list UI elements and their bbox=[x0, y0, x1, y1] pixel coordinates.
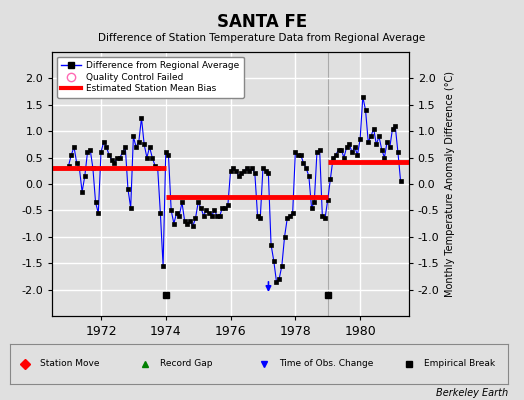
Difference from Regional Average bbox=[68, 152, 74, 157]
Y-axis label: Monthly Temperature Anomaly Difference (°C): Monthly Temperature Anomaly Difference (… bbox=[445, 71, 455, 297]
Estimated Station Mean Bias bbox=[49, 166, 56, 170]
Difference from Regional Average bbox=[87, 147, 93, 152]
Legend: Difference from Regional Average, Quality Control Failed, Estimated Station Mean: Difference from Regional Average, Qualit… bbox=[57, 56, 244, 98]
Text: Empirical Break: Empirical Break bbox=[423, 360, 495, 368]
Estimated Station Mean Bias bbox=[162, 166, 169, 170]
Difference from Regional Average bbox=[127, 205, 134, 210]
Difference from Regional Average bbox=[274, 279, 280, 284]
Text: Record Gap: Record Gap bbox=[160, 360, 212, 368]
Text: Time of Obs. Change: Time of Obs. Change bbox=[279, 360, 374, 368]
Difference from Regional Average bbox=[66, 163, 72, 168]
Text: Difference of Station Temperature Data from Regional Average: Difference of Station Temperature Data f… bbox=[99, 33, 425, 43]
Text: Berkeley Earth: Berkeley Earth bbox=[436, 388, 508, 398]
Difference from Regional Average bbox=[211, 208, 217, 213]
Text: SANTA FE: SANTA FE bbox=[217, 13, 307, 31]
Difference from Regional Average bbox=[257, 216, 264, 221]
Line: Difference from Regional Average: Difference from Regional Average bbox=[67, 95, 402, 284]
Difference from Regional Average bbox=[398, 179, 404, 184]
Text: Station Move: Station Move bbox=[40, 360, 100, 368]
Difference from Regional Average bbox=[359, 94, 366, 99]
Difference from Regional Average bbox=[162, 150, 169, 155]
